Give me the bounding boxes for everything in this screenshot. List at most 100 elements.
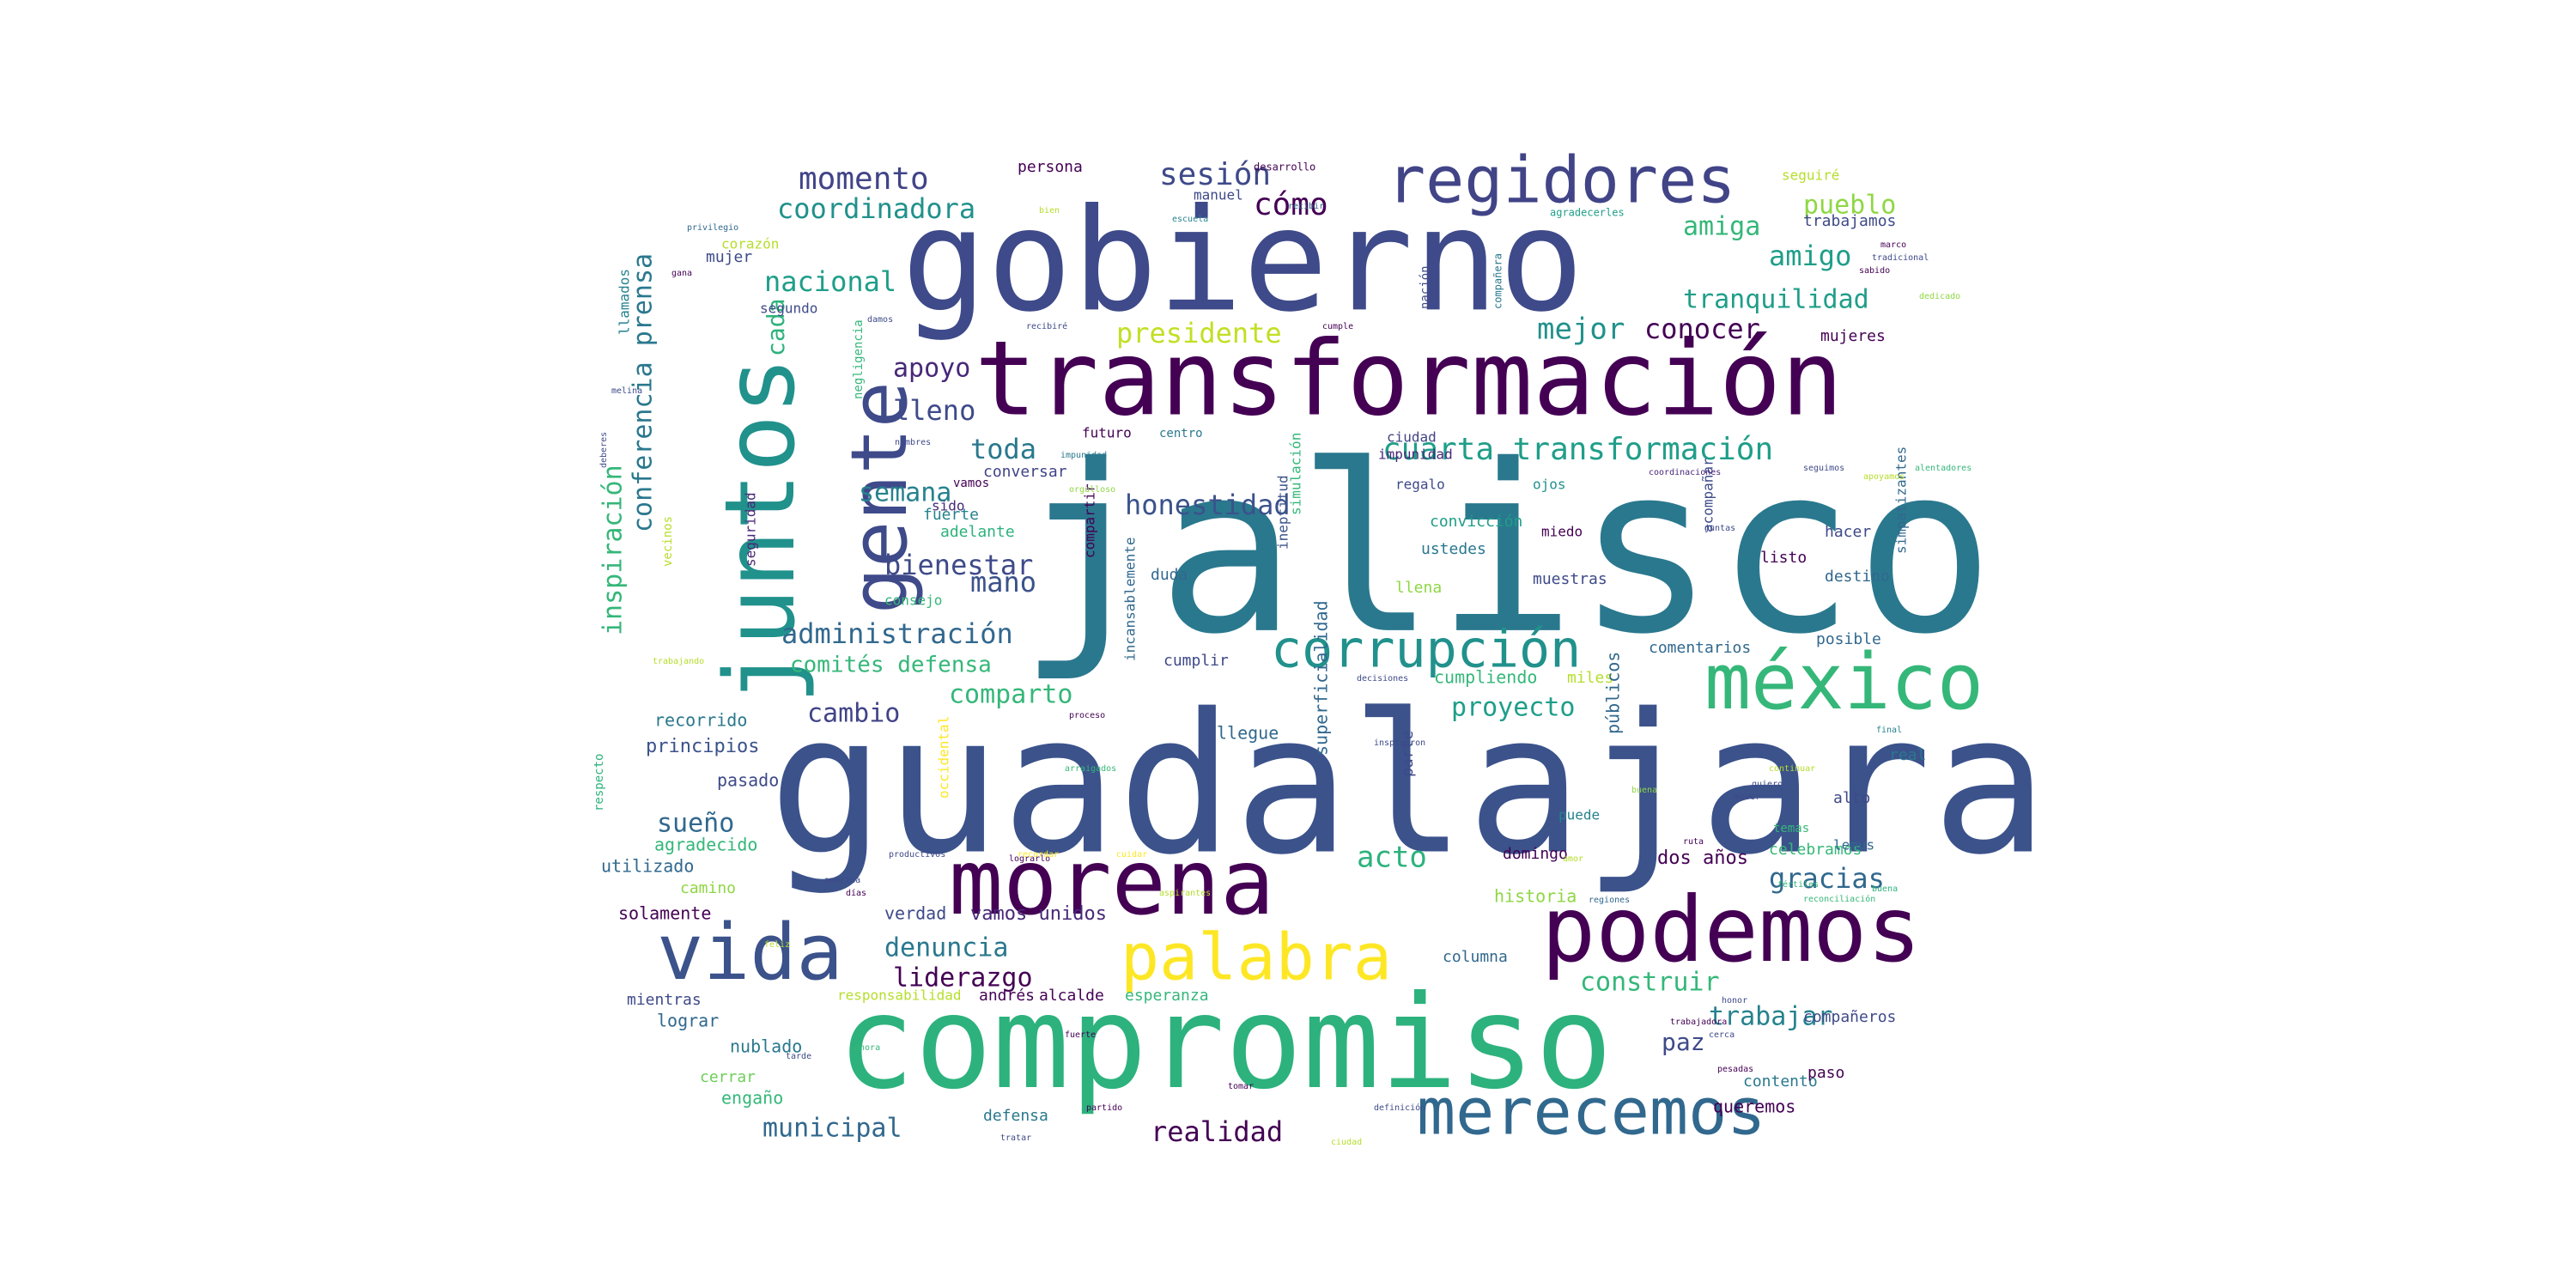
cloud-word: simpatizantes	[1893, 447, 1910, 554]
cloud-word: días	[846, 888, 866, 898]
cloud-word: transformación	[975, 320, 1843, 440]
cloud-word: amiga	[1683, 212, 1760, 242]
cloud-word: solamente	[618, 903, 711, 924]
cloud-word: américa	[824, 875, 860, 885]
cloud-word: lemus	[1833, 837, 1874, 854]
cloud-word: sido	[932, 498, 965, 514]
cloud-word: llamados	[617, 269, 633, 335]
cloud-word: honestidad	[1125, 489, 1291, 521]
cloud-word: ciudad	[1387, 429, 1437, 446]
cloud-word: corazón	[721, 236, 779, 252]
cloud-word: principios	[646, 736, 759, 757]
cloud-word: cómo	[1254, 187, 1328, 222]
cloud-word: morena	[949, 830, 1274, 935]
cloud-word: inspiración	[598, 465, 629, 635]
cloud-word: aspirantes	[1159, 889, 1211, 898]
cloud-word: partido	[1086, 1103, 1122, 1113]
cloud-word: destino	[1825, 568, 1890, 586]
cloud-word: tomar	[1228, 1082, 1254, 1091]
cloud-word: lograrlo	[1009, 854, 1050, 864]
cloud-word: amor	[1563, 854, 1583, 864]
cloud-word: seguiré	[1782, 167, 1839, 184]
cloud-word: jalisco	[1018, 415, 1995, 685]
cloud-word: final	[1876, 726, 1902, 735]
cloud-word: consejo	[884, 592, 942, 609]
cloud-word: seguridad	[743, 492, 759, 567]
cloud-word: decisiones	[1357, 674, 1408, 683]
cloud-word: pesadas	[1717, 1065, 1753, 1074]
cloud-word: ineptitud	[1275, 475, 1291, 550]
cloud-word: impunidad	[1378, 447, 1453, 463]
cloud-word: manuel	[1194, 187, 1243, 204]
cloud-word: llegue	[1217, 723, 1279, 744]
cloud-word: nación	[1419, 265, 1432, 309]
cloud-word: juntos	[705, 356, 817, 704]
cloud-word: puede	[1558, 807, 1600, 823]
cloud-word: cuidar	[1116, 850, 1147, 860]
cloud-word: superficialidad	[1311, 600, 1332, 756]
cloud-word: conversar	[983, 463, 1067, 481]
cloud-word: esperanza	[1125, 987, 1209, 1005]
cloud-word: buena	[1872, 884, 1898, 894]
cloud-word: duda	[1151, 566, 1188, 584]
cloud-word: vamos unidos	[970, 903, 1107, 925]
cloud-word: conocer	[1644, 313, 1760, 345]
cloud-word: alentadores	[1915, 464, 1971, 473]
cloud-word: posible	[1816, 630, 1881, 648]
cloud-word: gracias	[1769, 862, 1885, 895]
cloud-word: agradecido	[654, 835, 757, 855]
cloud-word: buena	[1631, 786, 1657, 795]
cloud-word: méxico	[1704, 637, 1984, 727]
cloud-word: semana	[859, 478, 951, 508]
cloud-word: lograr	[657, 1011, 719, 1031]
cloud-word: administración	[781, 617, 1013, 650]
cloud-word: corrupción	[1271, 620, 1581, 680]
cloud-word: seguimos	[1803, 464, 1844, 473]
cloud-word: compromiso	[837, 969, 1613, 1118]
cloud-word: paso	[1807, 1064, 1844, 1082]
cloud-word: gobierno	[902, 178, 1584, 343]
cloud-word: compañeros	[1803, 1008, 1896, 1026]
cloud-word: conferencia prensa	[629, 253, 659, 532]
cloud-word: recibiré	[1026, 321, 1067, 331]
cloud-word: convicción	[1430, 513, 1522, 531]
cloud-word: mejor	[1537, 313, 1625, 347]
cloud-word: bienestar	[884, 549, 1033, 581]
cloud-word: comités defensa	[790, 653, 992, 678]
cloud-word: mano	[970, 566, 1036, 598]
cloud-word: presidente	[1116, 317, 1282, 349]
cloud-word: mover	[1735, 793, 1760, 802]
cloud-word: trabajar	[1709, 1002, 1833, 1032]
cloud-word: realidad	[1151, 1115, 1283, 1148]
cloud-word: vamos	[953, 477, 989, 490]
cloud-word: públicos	[1603, 652, 1624, 734]
cloud-word: marco	[1880, 240, 1906, 250]
cloud-word: queremos	[1713, 1097, 1795, 1117]
cloud-word: incansablemente	[1122, 538, 1139, 662]
cloud-word: trabajamos	[1803, 212, 1896, 230]
cloud-word: real	[1889, 746, 1926, 764]
cloud-word: celebramos	[1769, 841, 1862, 859]
cloud-word: cerca	[1709, 1030, 1735, 1040]
cloud-word: ustedes	[1421, 540, 1486, 558]
cloud-word: negligencia	[852, 319, 866, 399]
cloud-word: tranquilidad	[1683, 285, 1869, 315]
cloud-word: listo	[1760, 549, 1807, 567]
cloud-word: orgulloso	[1069, 485, 1115, 495]
cloud-word: liderazgo	[893, 963, 1033, 993]
cloud-word: vecinos	[661, 516, 675, 567]
cloud-word: simulación	[1288, 433, 1304, 515]
cloud-word: engaño	[721, 1088, 783, 1109]
cloud-word: miles	[1567, 669, 1613, 687]
cloud-word: momento	[799, 161, 929, 197]
cloud-word: comparto	[949, 680, 1073, 710]
cloud-word: construir	[1580, 968, 1720, 998]
cloud-word: historia	[1494, 886, 1577, 907]
cloud-word: denuncia	[884, 933, 1009, 963]
cloud-word: paz	[1662, 1028, 1705, 1056]
cloud-word: pueblo	[1803, 191, 1896, 221]
cloud-word: bien	[1039, 206, 1060, 216]
cloud-word: definición	[1374, 1103, 1425, 1113]
cloud-word: amigo	[1769, 240, 1851, 272]
